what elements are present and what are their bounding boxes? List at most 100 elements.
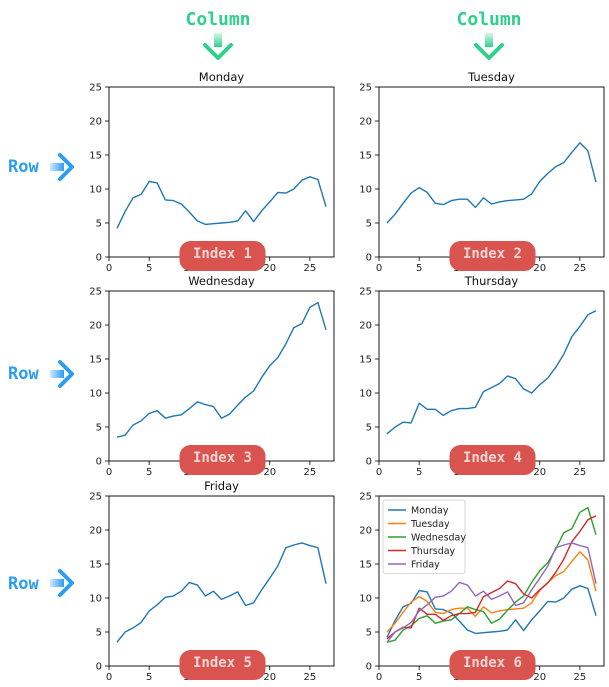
legend-entry: Tuesday [410, 519, 450, 530]
x-tick-label: 20 [533, 263, 546, 274]
x-tick-label: 25 [574, 263, 587, 274]
x-tick-label: 0 [106, 263, 112, 274]
x-tick-label: 5 [416, 263, 422, 274]
y-tick-label: 15 [89, 560, 102, 571]
series-line-monday [386, 585, 597, 638]
axes-frame [108, 290, 335, 462]
column-header-right: Column [456, 9, 521, 30]
subplot-6: 05101520250510152025MondayTuesdayWednesd… [359, 492, 605, 683]
y-tick-label: 5 [96, 423, 102, 434]
y-tick-label: 15 [359, 151, 372, 162]
y-tick-label: 20 [89, 117, 102, 128]
row-label-2: Row [8, 364, 39, 384]
arrow-down-icon [203, 33, 233, 60]
x-tick-label: 20 [533, 672, 546, 683]
x-tick-label: 5 [416, 672, 422, 683]
index-badge-background [179, 445, 266, 475]
y-tick-label: 20 [89, 526, 102, 537]
index-badge-background [179, 650, 266, 680]
x-tick-label: 20 [263, 263, 276, 274]
column-header-left: Column [185, 9, 250, 30]
y-tick-label: 20 [359, 321, 372, 332]
index-badge-label: Index 2 [463, 246, 522, 262]
series-line-wednesday [386, 506, 597, 643]
series-line-thursday [386, 310, 597, 435]
x-tick-label: 5 [146, 263, 152, 274]
y-tick-label: 0 [366, 253, 372, 264]
y-tick-label: 25 [359, 492, 372, 503]
subplot-5: Friday05101520250510152025Index 5 [89, 479, 335, 683]
subplot-1: Monday05101520250510152025Index 1 [89, 70, 335, 274]
subplot-2: Tuesday05101520250510152025Index 2 [359, 70, 605, 274]
legend-entry: Friday [411, 560, 440, 571]
y-tick-label: 25 [359, 83, 372, 94]
index-badge-background [179, 241, 266, 271]
x-tick-label: 25 [304, 467, 317, 478]
arrow-right-icon [50, 153, 74, 181]
index-badge: Index 6 [449, 650, 536, 680]
index-badge-label: Index 1 [193, 246, 252, 262]
y-tick-label: 0 [366, 457, 372, 468]
row-label-1: Row [8, 157, 39, 177]
index-badge: Index 1 [179, 241, 266, 271]
index-badge: Index 3 [179, 445, 266, 475]
y-tick-label: 10 [89, 594, 102, 605]
y-tick-label: 10 [89, 185, 102, 196]
x-tick-label: 5 [416, 467, 422, 478]
index-badge-background [449, 445, 536, 475]
legend-entry: Wednesday [411, 533, 466, 544]
index-badge-label: Index 6 [463, 655, 522, 671]
arrow-down-icon [474, 33, 504, 60]
subplot-title: Thursday [464, 274, 519, 288]
y-tick-label: 0 [366, 662, 372, 673]
series-line-monday [116, 176, 327, 229]
subplot-title: Tuesday [467, 70, 515, 84]
y-tick-label: 25 [89, 83, 102, 94]
y-tick-label: 10 [359, 185, 372, 196]
axes-frame [378, 290, 605, 462]
x-tick-label: 0 [376, 467, 382, 478]
legend-entry: Monday [411, 506, 449, 517]
x-tick-label: 25 [574, 467, 587, 478]
index-badge-background [449, 650, 536, 680]
y-tick-label: 25 [89, 492, 102, 503]
index-badge: Index 5 [179, 650, 266, 680]
y-tick-label: 15 [359, 355, 372, 366]
axes-frame [108, 86, 335, 258]
series-line-thursday [386, 515, 597, 640]
index-badge-label: Index 4 [463, 450, 522, 466]
legend-box [382, 499, 466, 574]
y-tick-label: 10 [359, 389, 372, 400]
x-tick-label: 0 [106, 672, 112, 683]
subplot-title: Wednesday [188, 274, 255, 288]
y-tick-label: 5 [366, 219, 372, 230]
series-line-friday [116, 542, 327, 643]
y-tick-label: 0 [96, 457, 102, 468]
index-badge-background [449, 241, 536, 271]
series-line-tuesday [386, 551, 597, 633]
subplot-4: Thursday05101520250510152025Index 4 [359, 274, 605, 478]
y-tick-label: 20 [359, 526, 372, 537]
subplot-title: Friday [204, 479, 239, 493]
subplot-title: Monday [199, 70, 245, 84]
legend-entry: Thursday [410, 546, 456, 557]
row-label-3: Row [8, 574, 39, 594]
x-tick-label: 5 [146, 672, 152, 683]
y-tick-label: 10 [89, 389, 102, 400]
axes-frame [378, 86, 605, 258]
y-tick-label: 0 [96, 662, 102, 673]
y-tick-label: 5 [366, 628, 372, 639]
series-line-wednesday [116, 301, 327, 438]
x-tick-label: 20 [263, 467, 276, 478]
y-tick-label: 10 [359, 594, 372, 605]
legend: Monday Tuesday Wednesday Thursday Friday [382, 499, 466, 574]
subplot-3: Wednesday05101520250510152025Index 3 [89, 274, 335, 478]
x-tick-label: 0 [106, 467, 112, 478]
x-tick-label: 0 [376, 263, 382, 274]
y-tick-label: 20 [89, 321, 102, 332]
axes-frame [108, 495, 335, 667]
y-tick-label: 15 [89, 151, 102, 162]
y-tick-label: 25 [89, 287, 102, 298]
y-tick-label: 0 [96, 253, 102, 264]
